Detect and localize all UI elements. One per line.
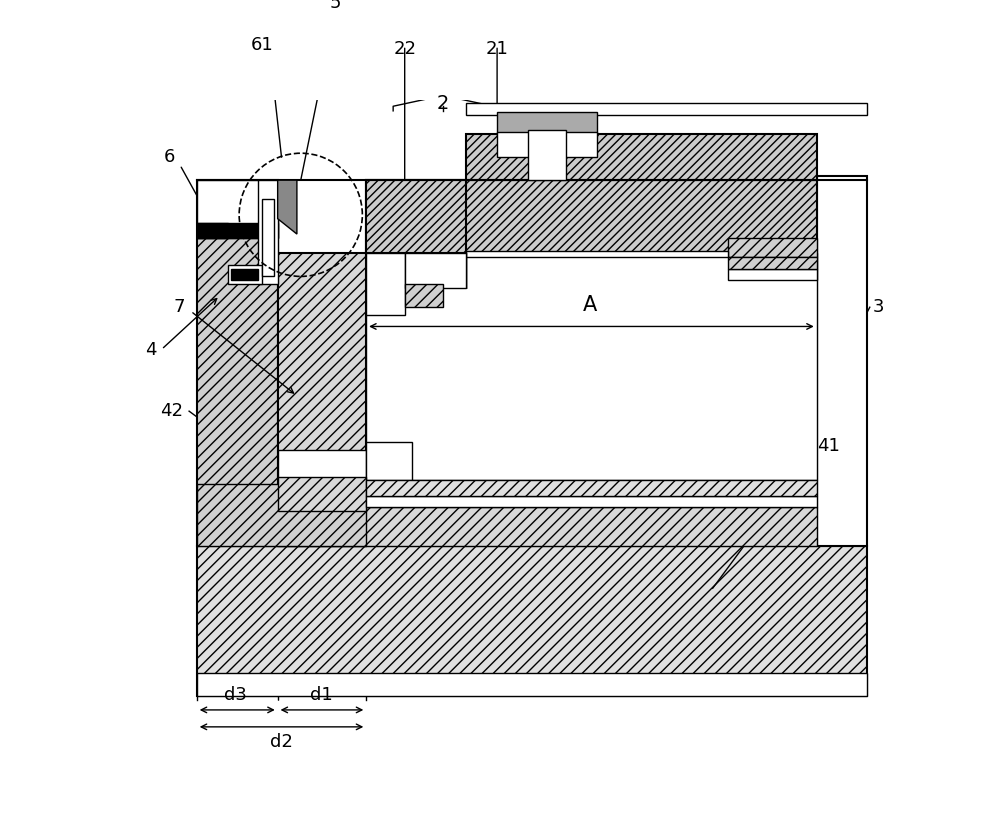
Text: 7: 7 xyxy=(174,299,185,316)
Bar xyxy=(231,269,258,280)
Bar xyxy=(366,254,817,480)
Bar xyxy=(366,180,817,254)
Text: 21: 21 xyxy=(486,40,509,58)
Text: 3: 3 xyxy=(873,299,884,316)
Bar xyxy=(228,265,262,284)
Bar xyxy=(366,251,728,257)
Polygon shape xyxy=(197,223,228,238)
Bar xyxy=(405,254,466,288)
Bar xyxy=(278,450,366,480)
Bar xyxy=(728,238,817,257)
Bar xyxy=(197,180,278,238)
Bar xyxy=(262,199,274,276)
Text: 41: 41 xyxy=(817,437,840,455)
Bar xyxy=(366,480,817,496)
Bar xyxy=(466,134,817,180)
Bar xyxy=(197,673,867,696)
Polygon shape xyxy=(366,254,466,315)
Bar xyxy=(528,130,566,180)
Bar xyxy=(197,485,366,546)
Text: 5: 5 xyxy=(330,0,341,12)
Bar xyxy=(497,113,597,135)
Polygon shape xyxy=(278,180,297,234)
Text: 4: 4 xyxy=(145,340,157,359)
Text: 6: 6 xyxy=(164,148,175,166)
Bar xyxy=(466,103,867,115)
Text: 2: 2 xyxy=(437,93,449,113)
Bar xyxy=(197,223,278,238)
Bar xyxy=(497,133,597,157)
Bar xyxy=(366,254,405,315)
Bar xyxy=(366,180,466,254)
Text: 42: 42 xyxy=(160,402,183,420)
Bar xyxy=(728,257,817,269)
Text: d1: d1 xyxy=(310,686,333,704)
Bar xyxy=(366,442,412,480)
Bar xyxy=(728,269,817,280)
Bar xyxy=(197,546,867,696)
Bar xyxy=(278,476,366,511)
Bar xyxy=(817,176,867,546)
Bar xyxy=(405,284,443,307)
Text: A: A xyxy=(582,295,597,315)
Text: d2: d2 xyxy=(270,733,293,751)
Bar xyxy=(278,254,366,546)
Text: 22: 22 xyxy=(393,40,416,58)
Bar xyxy=(197,180,278,546)
Bar xyxy=(278,507,817,546)
Text: d3: d3 xyxy=(224,686,247,704)
Bar xyxy=(366,496,817,507)
Bar xyxy=(258,180,278,284)
Text: 61: 61 xyxy=(251,37,274,54)
